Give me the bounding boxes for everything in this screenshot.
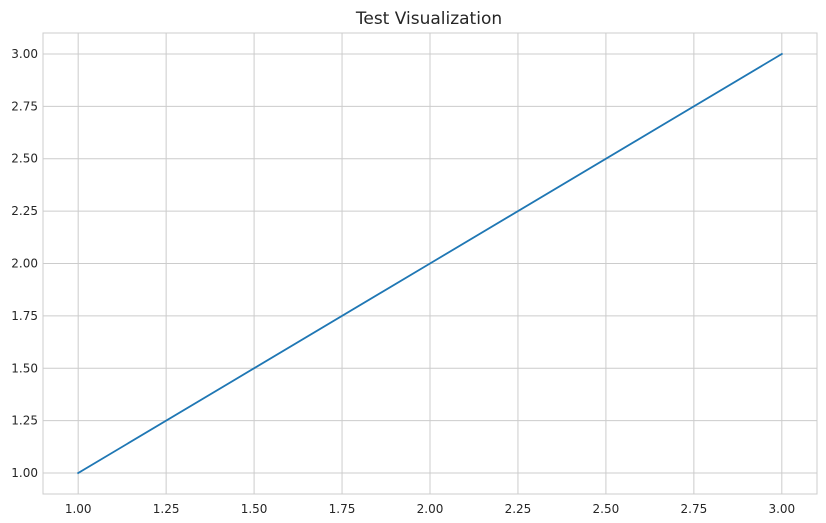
series-line [76,52,784,475]
y-tick-label: 2.25 [11,204,38,218]
x-tick-label: 2.00 [417,502,444,516]
y-tick-label: 1.50 [11,361,38,375]
x-tick-label: 1.50 [241,502,268,516]
x-tick-label: 1.75 [329,502,356,516]
chart-title: Test Visualization [355,9,502,29]
x-tick-label: 2.75 [681,502,708,516]
x-tick-label: 2.50 [593,502,620,516]
y-axis-ticks: 1.00 1.25 1.50 1.75 2.00 2.25 2.50 2.75 3.00 [11,47,38,480]
y-tick-label: 3.00 [11,47,38,61]
series-layer [76,52,784,475]
x-tick-label: 1.25 [153,502,180,516]
x-tick-label: 3.00 [768,502,795,516]
y-tick-label: 1.00 [11,466,38,480]
y-tick-label: 2.00 [11,257,38,271]
y-tick-label: 1.75 [11,309,38,323]
y-tick-label: 2.50 [11,152,38,166]
x-tick-label: 2.25 [505,502,532,516]
y-tick-label: 2.75 [11,99,38,113]
x-tick-label: 1.00 [65,502,92,516]
y-tick-label: 1.25 [11,414,38,428]
x-axis-ticks: 1.00 1.25 1.50 1.75 2.00 2.25 2.50 2.75 3.00 [65,502,795,516]
plot-frame [42,32,818,495]
